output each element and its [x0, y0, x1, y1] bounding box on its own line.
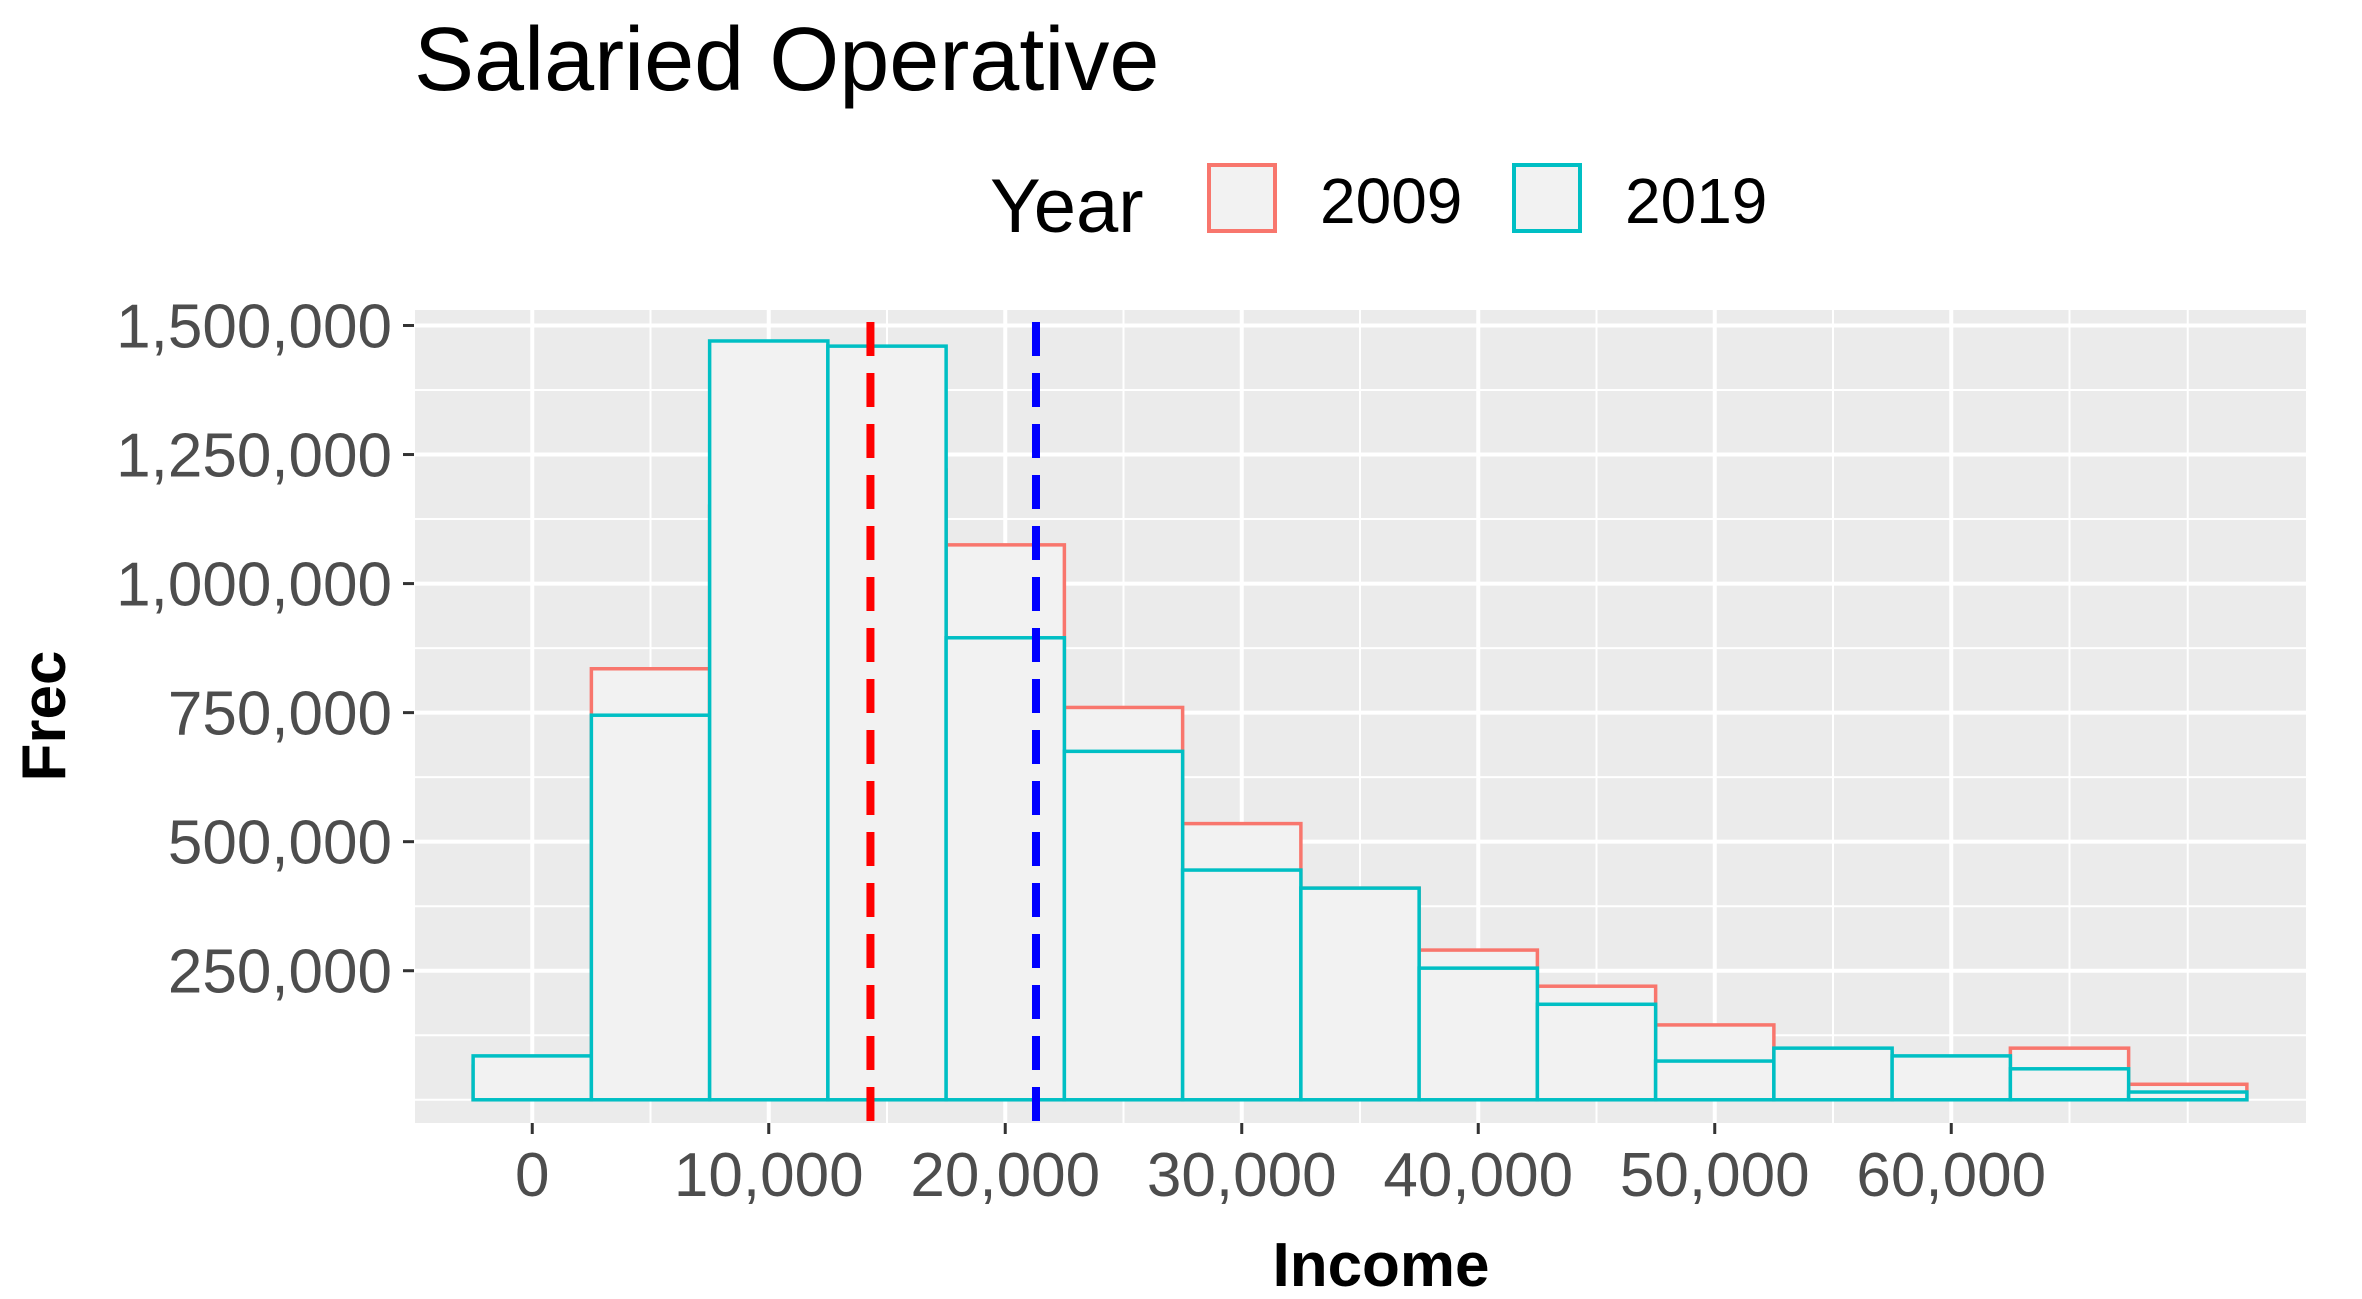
bar-2019-bin-14	[2126, 1090, 2249, 1102]
legend-key-2019	[1512, 163, 1582, 233]
y-tick-label: 1,500,000	[116, 292, 392, 361]
bar-2019-bin-13	[2008, 1067, 2131, 1102]
x-tick-label: 30,000	[1147, 1141, 1337, 1210]
y-tick-label: 750,000	[168, 680, 392, 749]
x-axis-title: Income	[1272, 1231, 1489, 1299]
bar-2019-bin-11	[1772, 1046, 1894, 1102]
bar-2019-bin-12	[1890, 1054, 2013, 1102]
legend-key-2009	[1207, 163, 1277, 233]
legend: Year 2009 2019	[990, 163, 1767, 249]
bar-2019-bin-6	[1180, 868, 1303, 1102]
x-tick-label: 20,000	[910, 1141, 1100, 1210]
bar-2019-bin-9	[1535, 1002, 1658, 1102]
bar-2019-bin-8	[1417, 966, 1540, 1102]
reference-lines	[866, 322, 1040, 1123]
bar-2019-bin-7	[1299, 886, 1421, 1102]
axes: 0 10,000 20,000 30,000 40,000 50,000 60,000 250…	[116, 292, 2046, 1210]
x-tick-label: 60,000	[1856, 1141, 2046, 1210]
legend-label-2019: 2019	[1625, 165, 1767, 237]
legend-title: Year	[990, 164, 1144, 249]
chart-title: Salaried Operative	[414, 10, 1159, 110]
bar-2019-bin-1	[589, 713, 712, 1102]
bar-2019-bin-0	[471, 1054, 594, 1102]
y-tick-label: 1,250,000	[116, 422, 392, 491]
histogram-bars	[471, 339, 2249, 1102]
y-axis-title: Frec	[10, 651, 79, 782]
y-tick-label: 500,000	[168, 809, 392, 878]
y-tick-label: 250,000	[168, 938, 392, 1007]
x-tick-label: 0	[515, 1141, 549, 1210]
x-tick-label: 10,000	[674, 1141, 864, 1210]
bar-2019-bin-3	[826, 344, 948, 1102]
y-tick-label: 1,000,000	[116, 551, 392, 620]
x-tick-label: 50,000	[1620, 1141, 1810, 1210]
bar-2019-bin-4	[944, 636, 1067, 1102]
bar-2019-bin-2	[707, 339, 830, 1102]
bar-2019-bin-10	[1653, 1059, 1776, 1102]
legend-label-2009: 2009	[1320, 165, 1462, 237]
bar-2019-bin-5	[1062, 749, 1185, 1102]
x-tick-label: 40,000	[1383, 1141, 1573, 1210]
